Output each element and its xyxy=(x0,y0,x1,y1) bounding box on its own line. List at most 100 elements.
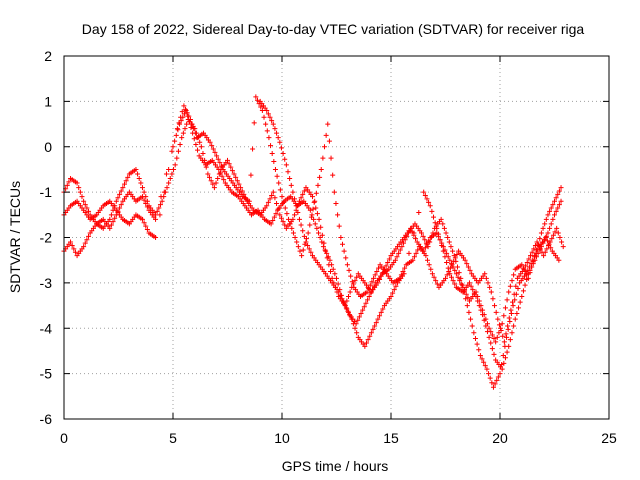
data-point xyxy=(166,180,172,186)
data-point xyxy=(509,330,515,336)
data-point xyxy=(431,274,437,280)
data-point xyxy=(141,220,147,226)
data-point xyxy=(198,144,204,150)
data-point xyxy=(225,157,230,163)
data-point xyxy=(424,241,430,247)
data-point xyxy=(300,191,306,197)
data-point xyxy=(277,212,283,218)
data-point xyxy=(329,262,335,268)
data-point xyxy=(519,293,525,299)
data-point xyxy=(508,311,514,317)
data-point xyxy=(82,202,88,208)
data-point xyxy=(316,216,322,222)
x-axis-label: GPS time / hours xyxy=(282,458,389,474)
data-point xyxy=(81,244,87,250)
data-point xyxy=(519,262,525,268)
data-point xyxy=(486,371,492,377)
data-point xyxy=(554,225,560,231)
data-point xyxy=(481,359,487,365)
data-point xyxy=(556,188,562,194)
data-point xyxy=(274,173,280,179)
grid-lines xyxy=(64,56,609,419)
data-point xyxy=(548,245,554,251)
data-point xyxy=(293,203,299,209)
data-point xyxy=(453,271,459,277)
data-point xyxy=(139,216,145,222)
data-point xyxy=(394,254,400,260)
data-point xyxy=(197,139,203,145)
data-point xyxy=(180,130,186,136)
data-point xyxy=(471,290,477,296)
data-point xyxy=(276,180,282,186)
data-point xyxy=(74,180,80,186)
data-point xyxy=(314,225,320,231)
data-point xyxy=(228,164,234,170)
data-point xyxy=(490,296,496,302)
data-point xyxy=(271,214,277,220)
data-point xyxy=(448,244,454,250)
data-point xyxy=(261,114,267,120)
data-point xyxy=(191,136,197,142)
data-point xyxy=(275,206,281,212)
data-point xyxy=(447,257,453,263)
data-point xyxy=(536,242,542,248)
data-point xyxy=(560,244,566,250)
data-point xyxy=(345,293,351,299)
data-point xyxy=(174,126,180,132)
data-point xyxy=(476,347,482,353)
y-tick-labels: 2 1 0 -1 -2 -3 -4 -5 -6 xyxy=(40,48,53,427)
data-point xyxy=(447,271,453,277)
data-point xyxy=(542,237,548,243)
data-point xyxy=(121,181,127,187)
data-marks xyxy=(61,94,566,390)
data-point xyxy=(546,241,552,247)
data-point xyxy=(441,225,447,231)
data-point xyxy=(426,262,432,268)
data-point xyxy=(118,202,124,208)
data-point xyxy=(183,106,189,112)
data-point xyxy=(494,377,500,383)
data-point xyxy=(513,283,519,289)
data-point xyxy=(352,278,358,284)
data-point xyxy=(193,141,199,147)
data-point xyxy=(173,132,179,138)
data-point xyxy=(308,214,314,220)
data-point xyxy=(374,269,380,275)
data-point xyxy=(305,242,311,248)
data-point xyxy=(156,205,162,211)
data-point xyxy=(282,222,288,228)
series-trace-a xyxy=(61,117,564,345)
data-point xyxy=(64,182,70,188)
data-point xyxy=(192,130,198,136)
data-point xyxy=(219,163,225,169)
data-point xyxy=(427,239,433,245)
data-point xyxy=(278,145,284,151)
data-point xyxy=(500,352,506,358)
data-point xyxy=(287,221,293,227)
data-point xyxy=(136,176,142,182)
data-point xyxy=(77,189,83,195)
data-point xyxy=(86,208,92,214)
data-point xyxy=(432,220,438,226)
data-point xyxy=(476,303,482,309)
data-point xyxy=(133,166,139,172)
data-point xyxy=(250,146,256,152)
data-point xyxy=(217,160,223,166)
data-point xyxy=(400,269,406,275)
data-point xyxy=(324,250,330,256)
data-point xyxy=(115,208,121,214)
y-tick-label: 0 xyxy=(44,139,52,155)
data-point xyxy=(298,195,304,201)
data-point xyxy=(292,235,298,240)
data-point xyxy=(365,297,371,303)
data-point xyxy=(548,221,554,227)
data-point xyxy=(385,259,391,265)
data-point xyxy=(463,296,469,302)
data-point xyxy=(300,247,306,253)
y-tick-label: -6 xyxy=(40,411,53,427)
data-point xyxy=(158,194,164,200)
data-point xyxy=(337,292,343,298)
data-point xyxy=(316,230,322,236)
data-point xyxy=(286,216,292,222)
